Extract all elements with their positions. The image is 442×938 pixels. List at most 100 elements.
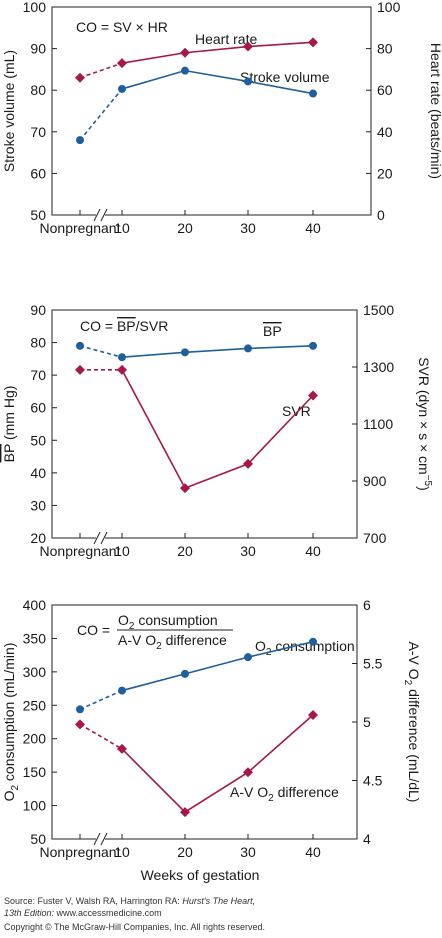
svg-text:A-V O2 difference: A-V O2 difference bbox=[118, 632, 227, 652]
left-tick-label: 40 bbox=[30, 465, 46, 481]
o2-consumption-line bbox=[121, 640, 314, 692]
bp-point bbox=[118, 353, 126, 362]
avo2-difference-label: A-V O2 difference bbox=[230, 784, 339, 804]
left-tick-label: 50 bbox=[30, 432, 46, 448]
heart-rate-point bbox=[308, 37, 318, 48]
panel1-left-axis-title: Stroke volume (mL) bbox=[1, 50, 17, 172]
right-tick-label: 4 bbox=[363, 831, 371, 847]
bp-point bbox=[76, 341, 84, 350]
o2-consumption-point bbox=[181, 669, 189, 678]
source-edition: 13th Edition: www.accessmedicine.com bbox=[4, 908, 162, 918]
right-tick-label: 6 bbox=[363, 597, 371, 613]
a-v-o2-difference-point bbox=[75, 719, 85, 730]
heart-rate-dashed-segment bbox=[79, 62, 123, 79]
panel2-annotation: CO = BP/SVR bbox=[80, 318, 168, 334]
panel-o2-consumption-avo2: 50 100 150 200 250 300 350 400 4 4.5 5 5.5 6 Nonpregn… bbox=[1, 597, 422, 883]
left-tick-label: 80 bbox=[30, 82, 46, 98]
o2-consumption-label: O2 consumption bbox=[255, 638, 355, 658]
right-tick-label: 60 bbox=[377, 82, 393, 98]
stroke-volume-point bbox=[118, 84, 126, 93]
stroke-volume-point bbox=[244, 77, 252, 86]
x-tick-label: 10 bbox=[114, 220, 130, 236]
left-tick-label: 60 bbox=[30, 400, 46, 416]
bp-dashed-segment bbox=[79, 345, 123, 359]
left-tick-label: 70 bbox=[30, 367, 46, 383]
svg-text:CO =: CO = bbox=[77, 622, 110, 638]
right-tick-label: 5 bbox=[363, 714, 371, 730]
left-tick-label: 200 bbox=[23, 731, 47, 747]
right-tick-label: 900 bbox=[363, 473, 387, 489]
o2-consumption-dashed-segment bbox=[79, 689, 123, 711]
x-tick-label: 20 bbox=[177, 220, 193, 236]
heart-rate-point bbox=[75, 72, 85, 83]
heart-rate-line bbox=[121, 41, 314, 64]
left-tick-label: 100 bbox=[23, 0, 47, 15]
right-tick-label: 1300 bbox=[363, 359, 394, 375]
x-tick-label: 40 bbox=[305, 844, 321, 860]
left-tick-label: 250 bbox=[23, 697, 47, 713]
left-tick-label: 300 bbox=[23, 664, 47, 680]
axis-break-icon bbox=[93, 208, 108, 222]
right-tick-label: 1500 bbox=[363, 302, 394, 318]
a-v-o2-difference-dashed-segment bbox=[79, 723, 123, 750]
left-tick-label: 150 bbox=[23, 764, 47, 780]
left-tick-label: 90 bbox=[30, 302, 46, 318]
x-tick-label: 40 bbox=[305, 543, 321, 559]
left-tick-label: 90 bbox=[30, 41, 46, 57]
left-tick-label: 350 bbox=[23, 630, 47, 646]
right-tick-label: 100 bbox=[377, 0, 401, 15]
o2-consumption-point bbox=[76, 705, 84, 714]
bp-point bbox=[181, 348, 189, 357]
left-tick-label: 400 bbox=[23, 597, 47, 613]
x-tick-label: Nonpregnant bbox=[40, 844, 121, 860]
left-tick-label: 50 bbox=[30, 207, 46, 223]
stroke-volume-dashed-segment bbox=[79, 88, 123, 141]
svr-point bbox=[308, 390, 318, 401]
panel2-annotation-bp: BP bbox=[117, 318, 136, 334]
x-tick-label: Nonpregnant bbox=[40, 220, 121, 236]
left-tick-label: 70 bbox=[30, 124, 46, 140]
a-v-o2-difference-point bbox=[308, 709, 318, 720]
right-tick-label: 0 bbox=[377, 207, 385, 223]
bp-label: BP bbox=[263, 323, 282, 339]
svr-point bbox=[180, 483, 190, 494]
x-tick-label: 30 bbox=[240, 543, 256, 559]
right-tick-label: 20 bbox=[377, 165, 393, 181]
x-tick-label: 30 bbox=[240, 844, 256, 860]
right-tick-label: 700 bbox=[363, 530, 387, 546]
heart-rate-point bbox=[117, 58, 127, 69]
o2-consumption-point bbox=[118, 686, 126, 695]
panel2-left-axis-title-bp: BP bbox=[1, 444, 17, 462]
x-tick-label: 20 bbox=[177, 844, 193, 860]
svg-text:O2 consumption: O2 consumption bbox=[118, 612, 218, 632]
left-tick-label: 100 bbox=[23, 798, 47, 814]
a-v-o2-difference-point bbox=[243, 767, 253, 778]
bp-line bbox=[121, 345, 314, 359]
panel3-left-axis-title: O2 consumption (mL/min) bbox=[1, 643, 21, 802]
left-tick-label: 80 bbox=[30, 335, 46, 351]
svg-text:SVR (dyn × s × cm−5): SVR (dyn × s × cm−5) bbox=[416, 357, 433, 491]
bp-point bbox=[309, 341, 317, 350]
svg-text:O2 consumption (mL/min): O2 consumption (mL/min) bbox=[1, 643, 21, 802]
svg-text:BP (mm Hg): BP (mm Hg) bbox=[1, 386, 17, 463]
a-v-o2-difference-point bbox=[180, 807, 190, 818]
right-tick-label: 1100 bbox=[363, 416, 393, 432]
svr-label: SVR bbox=[282, 403, 311, 419]
x-tick-label: 30 bbox=[240, 220, 256, 236]
heart-rate-label: Heart rate bbox=[195, 31, 257, 47]
svr-line bbox=[121, 369, 314, 490]
x-tick-label: Nonpregnant bbox=[40, 543, 121, 559]
right-tick-label: 80 bbox=[377, 41, 393, 57]
svg-text:A-V O2 difference (mL/dL): A-V O2 difference (mL/dL) bbox=[402, 642, 422, 803]
stroke-volume-line bbox=[121, 69, 314, 95]
svr-point bbox=[75, 364, 85, 375]
heart-rate-point bbox=[243, 41, 253, 52]
copyright: Copyright © The McGraw-Hill Companies, I… bbox=[4, 922, 266, 932]
left-tick-label: 20 bbox=[30, 530, 46, 546]
x-axis-title: Weeks of gestation bbox=[141, 867, 260, 883]
left-tick-label: 30 bbox=[30, 497, 46, 513]
right-tick-label: 5.5 bbox=[363, 656, 383, 672]
bp-point bbox=[244, 344, 252, 353]
